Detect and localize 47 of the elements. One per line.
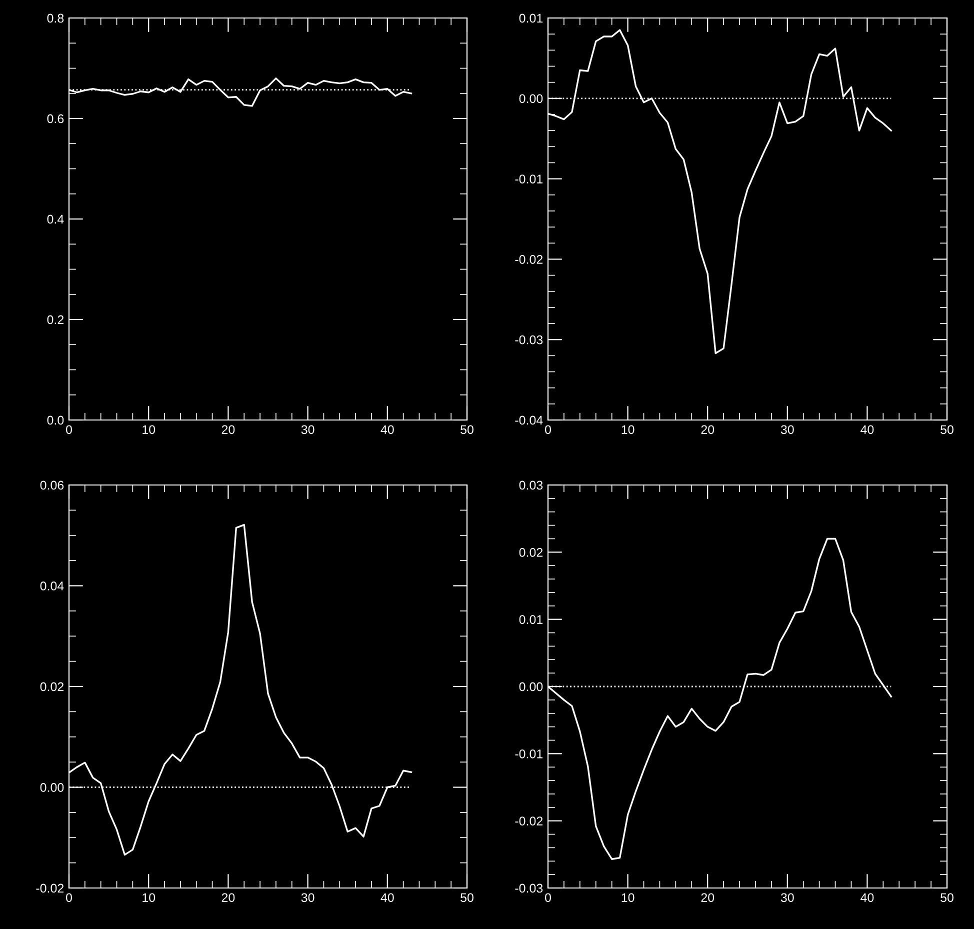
y-tick-label: -0.03	[515, 335, 543, 344]
x-tick-label: 40	[860, 425, 874, 434]
x-tick-label: 30	[780, 425, 794, 434]
x-tick-label: 20	[701, 893, 714, 902]
y-tick-label: 0.0	[47, 416, 64, 425]
x-tick-label: 50	[940, 893, 954, 902]
y-tick-label: -0.02	[36, 884, 64, 893]
y-tick-label: 0.03	[519, 480, 543, 490]
x-tick-label: 20	[222, 893, 235, 902]
x-tick-label: 40	[860, 893, 874, 902]
x-tick-label: 30	[301, 425, 314, 434]
y-tick-label: 0.00	[519, 94, 543, 104]
y-tick-label: 0.8	[47, 14, 64, 23]
y-tick-label: 0.04	[40, 582, 64, 590]
y-tick-label: -0.02	[515, 816, 543, 826]
y-tick-label: 0.6	[47, 114, 64, 124]
x-tick-label: 40	[380, 425, 394, 434]
x-tick-label: 10	[622, 893, 634, 902]
x-tick-label: 30	[780, 893, 794, 902]
x-tick-label: 0	[66, 425, 72, 434]
y-tick-label: 0.02	[519, 548, 543, 557]
x-tick-label: 20	[701, 425, 714, 434]
y-tick-label: -0.04	[515, 416, 543, 425]
y-tick-label: -0.01	[515, 174, 543, 184]
x-tick-label: 50	[940, 425, 954, 434]
y-tick-label: 0.00	[519, 682, 543, 692]
y-tick-label: -0.03	[515, 884, 543, 893]
y-tick-label: 0.2	[47, 315, 64, 324]
x-tick-label: 30	[301, 893, 314, 902]
x-tick-label: 40	[380, 893, 394, 902]
y-tick-label: 0.06	[40, 480, 64, 490]
x-tick-label: 0	[545, 425, 551, 434]
y-tick-label: 0.02	[40, 682, 64, 692]
x-tick-label: 50	[460, 893, 474, 902]
x-tick-label: 20	[222, 425, 235, 434]
x-tick-label: 50	[460, 425, 474, 434]
x-tick-label: 0	[545, 893, 551, 902]
y-tick-label: 0.01	[519, 615, 543, 624]
y-tick-label: 0.00	[40, 783, 64, 792]
y-tick-label: 0.4	[47, 214, 64, 224]
y-tick-label: -0.02	[515, 255, 543, 264]
x-tick-label: 0	[66, 893, 72, 902]
x-tick-label: 10	[622, 425, 634, 434]
x-tick-label: 10	[142, 893, 156, 902]
y-tick-label: 0.01	[519, 14, 543, 23]
y-tick-label: -0.01	[515, 749, 543, 758]
x-tick-label: 10	[142, 425, 156, 434]
